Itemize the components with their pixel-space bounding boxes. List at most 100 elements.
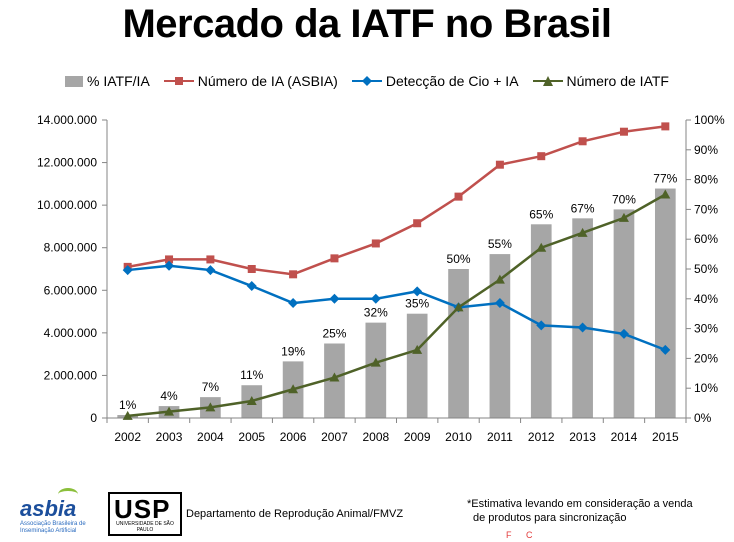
point-s3-2010 [453,302,464,312]
legend-label-iatf: Número de IATF [566,73,669,89]
point-s1-2014 [619,127,628,136]
x-tick-label-2011: 2011 [487,430,513,444]
legend-item-cio-ia: Detecção de Cio + IA [351,70,519,92]
usp-logo-subtitle: UNIVERSIDADE DE SÃO PAULO [116,521,174,533]
bar-label-2013: 67% [571,201,595,215]
x-tick-label-2012: 2012 [528,430,555,444]
point-s1-2006 [289,270,298,279]
point-s1-2013 [578,137,587,146]
point-s1-2008 [371,239,380,248]
point-s3-2003 [164,406,175,416]
usp-logo: USP UNIVERSIDADE DE SÃO PAULO [108,492,182,536]
point-s1-2011 [495,160,504,169]
bar-2011 [489,254,511,418]
legend-label-cio-ia: Detecção de Cio + IA [385,73,519,89]
point-s2-2013 [577,322,588,333]
point-s2-2014 [618,328,629,339]
x-tick-label-2013: 2013 [569,430,596,444]
point-s2-2008 [370,293,381,304]
y-left-tick-label: 8.000.000 [44,241,98,255]
point-s1-2004 [206,255,215,264]
footnote-line-2: de produtos para sincronização [473,512,627,524]
y-left-tick-label: 14.000.000 [37,113,97,127]
point-s2-2004 [205,265,216,276]
bar-label-2004: 7% [202,380,220,394]
chart-area: 1% 4% 7% 11% 19% 25% 32% 35% 50% 55% 65% 67% 70% 77% 0… [37,113,725,444]
y-right-tick-label: 50% [694,262,718,276]
point-s2-2015 [660,344,671,355]
bar-2015 [654,188,676,418]
series-line-2 [127,264,666,352]
bar-2009 [406,313,428,418]
bar-2013 [572,218,593,418]
x-tick-label-2002: 2002 [114,430,141,444]
x-tick-label-2009: 2009 [404,430,431,444]
y-right-tick-label: 10% [694,381,718,395]
x-tick-label-2008: 2008 [362,430,389,444]
bar-label-2009: 35% [405,297,429,311]
point-s2-2009 [412,286,423,297]
y-right-tick-label: 0% [694,411,712,425]
asbia-logo: asbia Associação Brasileira de Inseminaç… [8,488,96,540]
legend-swatch-cio-ia [351,76,382,86]
legend-label-ia-asbia: Número de IA (ASBIA) [197,73,338,89]
y-right-tick-label: 70% [694,202,718,216]
point-s3-2009 [412,344,423,354]
series-line-3 [127,193,666,418]
x-tick-label-2010: 2010 [445,430,472,444]
point-s1-2012 [537,152,546,161]
x-tick-label-2004: 2004 [197,430,224,444]
point-s1-2003 [165,255,174,264]
y-left-tick-label: 10.000.000 [37,198,97,212]
x-tick-label-2014: 2014 [611,430,638,444]
x-tick-label-2015: 2015 [652,430,679,444]
point-s3-2008 [370,357,381,367]
point-s3-2006 [288,384,299,394]
point-s3-2004 [205,402,216,412]
x-tick-label-2003: 2003 [156,430,183,444]
point-s2-2007 [329,293,340,304]
point-s1-2015 [661,122,670,131]
point-s3-2015 [660,189,671,199]
usp-logo-word: USP [114,494,171,524]
point-s3-2011 [494,274,505,284]
y-left-tick-label: 6.000.000 [44,283,98,297]
asbia-logo-mark [58,488,78,501]
asbia-logo-word: asbia [20,496,77,521]
x-tick-label-2005: 2005 [238,430,265,444]
point-s1-2009 [413,219,422,228]
bar-label-2015: 77% [653,172,677,186]
bar-label-2011: 55% [488,237,512,251]
point-s2-2005 [246,281,257,292]
stray-marks: F C [506,530,539,540]
y-left-tick-label: 4.000.000 [44,326,98,340]
footnote-line-1: *Estimativa levando em consideração a ve… [467,498,693,510]
point-s3-2014 [618,212,629,222]
legend-swatch-bars [65,75,84,87]
department-label: Departamento de Reprodução Animal/FMVZ [186,508,404,520]
bar-label-2006: 19% [281,344,305,358]
bar-label-2003: 4% [160,389,178,403]
bar-2010 [448,269,469,418]
y-right-tick-label: 60% [694,232,718,246]
y-left-tick-label: 0 [90,411,97,425]
footnote: *Estimativa levando em consideração a ve… [467,497,693,525]
point-s2-2012 [536,320,547,331]
point-s3-2012 [536,242,547,252]
y-left-tick-label: 2.000.000 [44,368,98,382]
legend-swatch-ia-asbia [163,77,194,85]
y-right-tick-label: 80% [694,173,718,187]
point-s1-2007 [330,254,339,263]
y-right-tick-label: 40% [694,292,718,306]
legend-swatch-iatf [532,76,563,86]
legend-item-ia-asbia: Número de IA (ASBIA) [163,70,338,92]
bar-label-2010: 50% [447,252,471,266]
y-right-tick-label: 100% [694,113,725,127]
bar-2014 [613,209,635,418]
y-right-tick-label: 30% [694,322,718,336]
point-s2-2011 [494,298,505,309]
y-right-tick-label: 90% [694,143,718,157]
point-s1-2010 [454,192,463,201]
asbia-logo-subtitle: Associação Brasileira de Inseminação Art… [20,521,86,534]
point-s3-2007 [329,372,340,382]
